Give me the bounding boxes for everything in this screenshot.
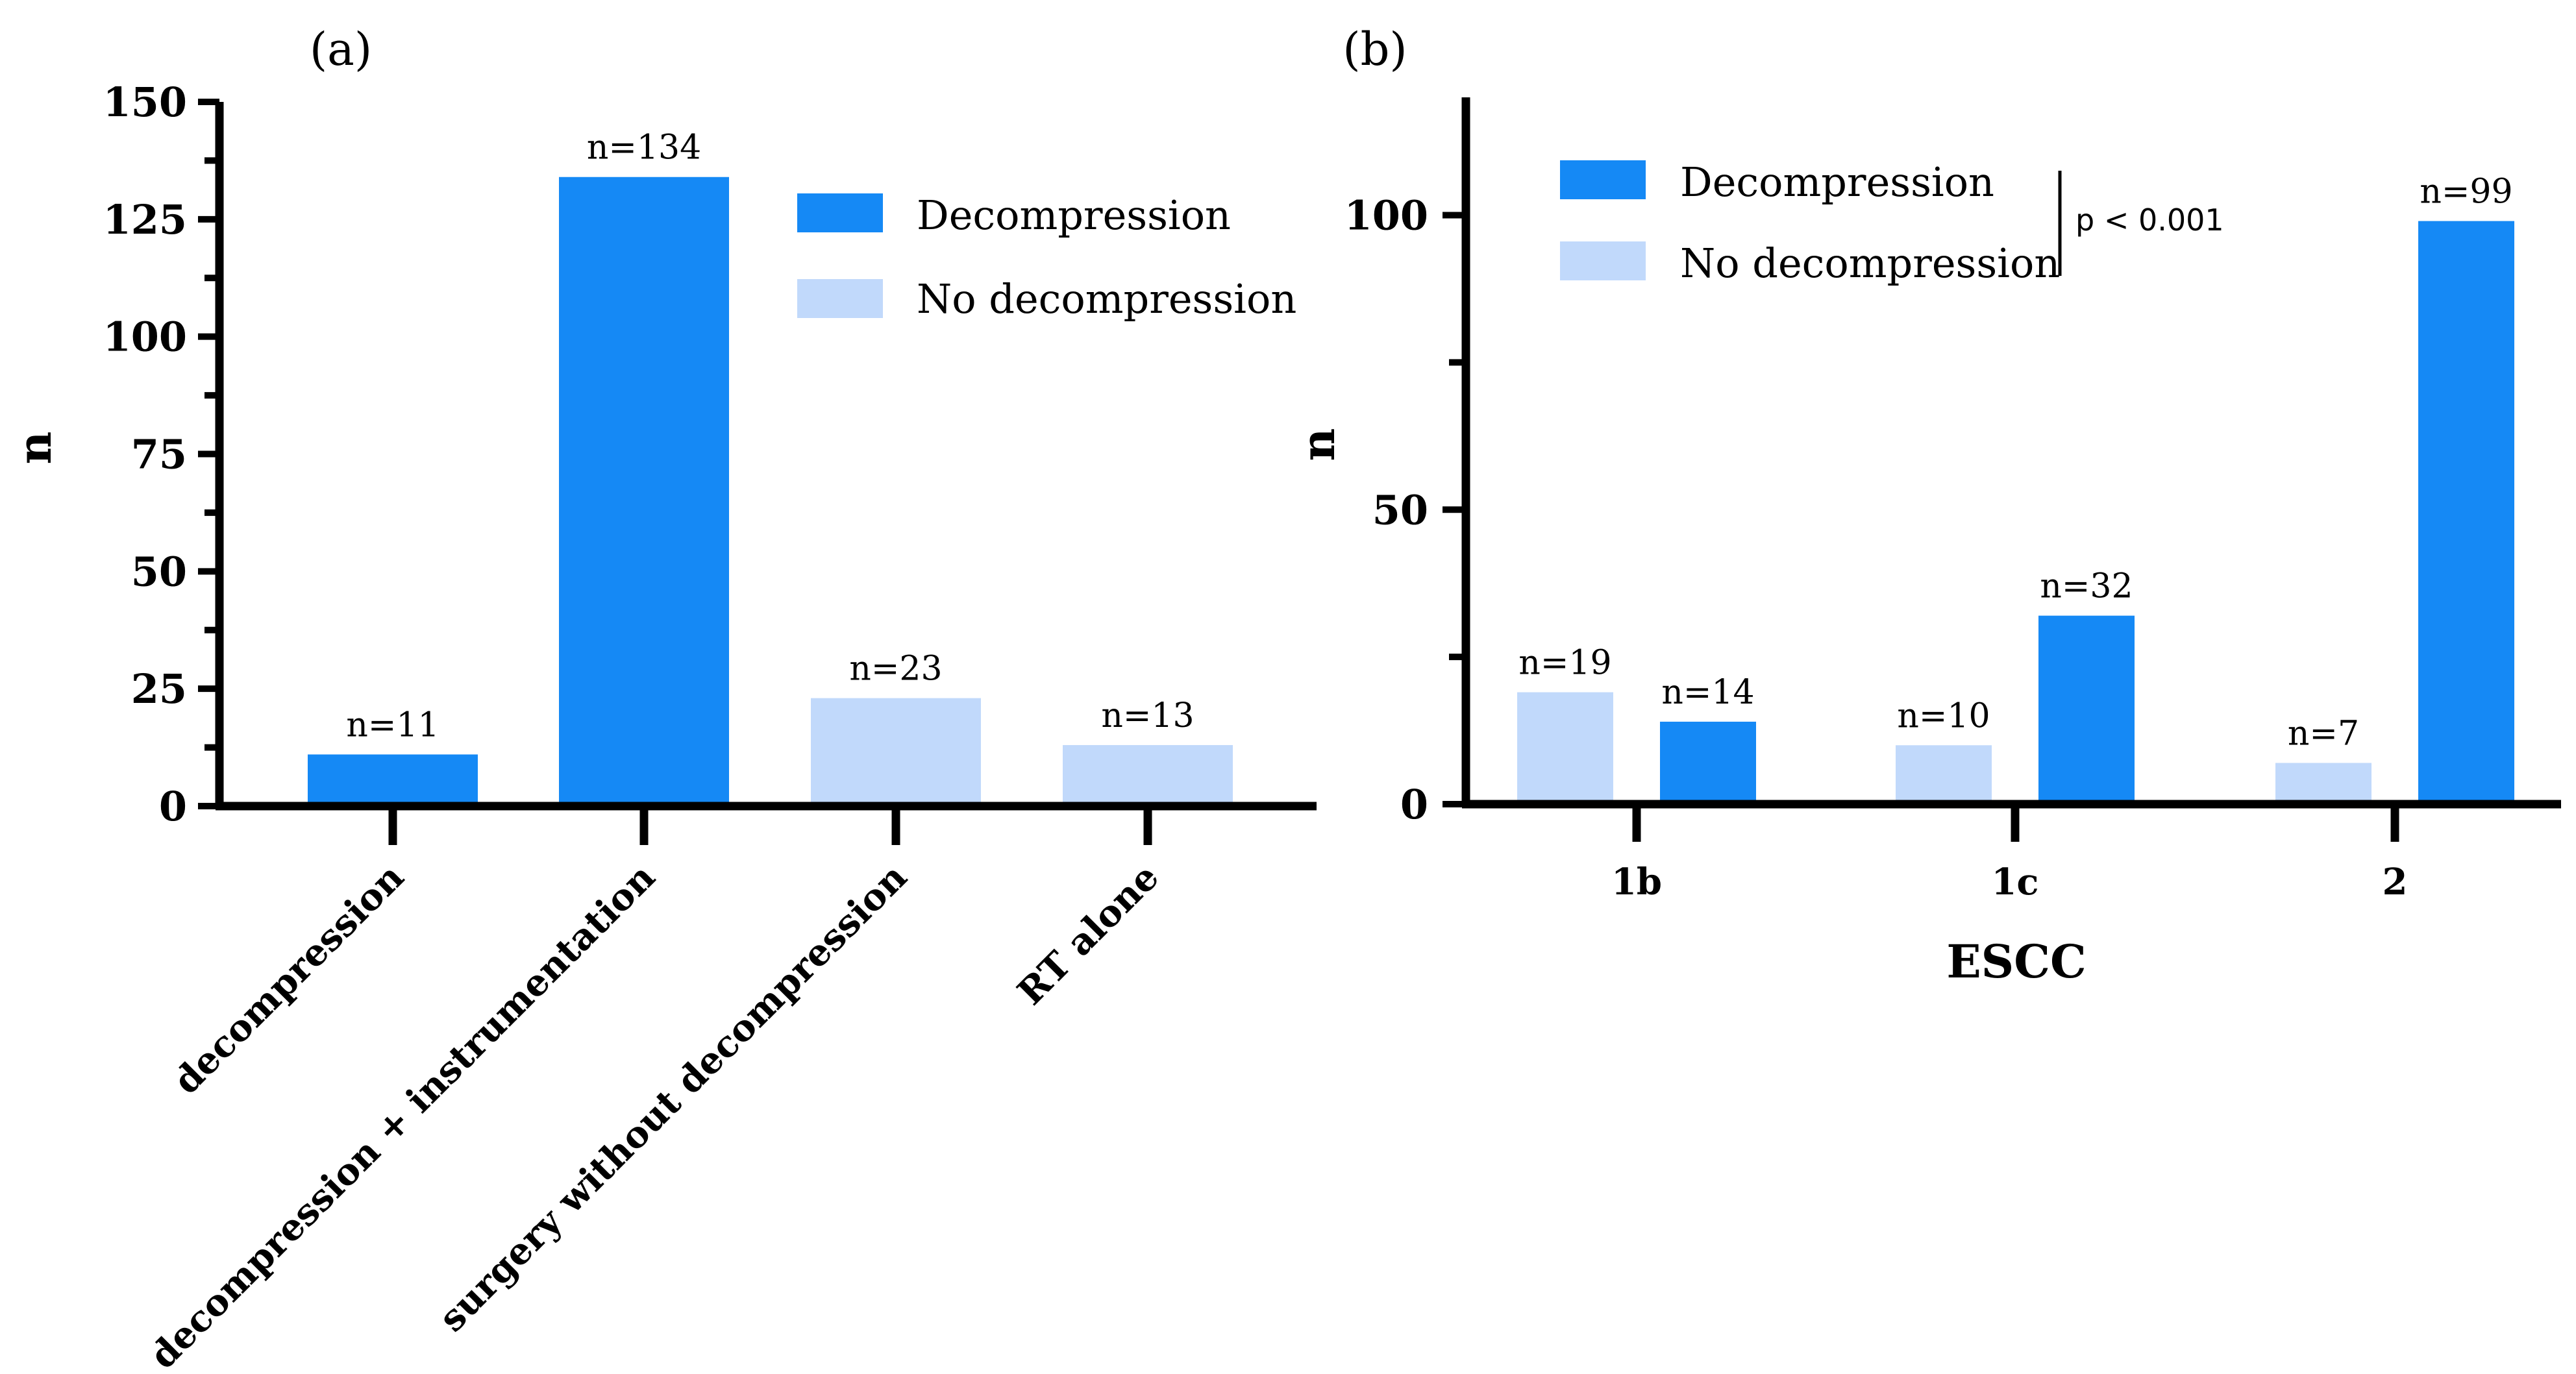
bar-a-rt-alone: [1063, 744, 1233, 806]
y-tick-label-a: 50: [131, 548, 187, 595]
bar-a-decompression-instrumentation: [559, 177, 729, 806]
panel-b-label: (b): [1343, 23, 1407, 76]
panel-a-legend: Decompression No decompression: [797, 191, 1296, 323]
legend-a-swatch-decompression: [797, 193, 883, 232]
x-tick-label-b-1b: 1b: [1611, 861, 1662, 903]
panel-b-legend: Decompression No decompression p < 0.001: [1560, 158, 2224, 287]
data-label-a-surgery-without-decompression: n=23: [849, 650, 942, 689]
x-tick-label-a-rt-alone: RT alone: [1009, 855, 1167, 1013]
bar-a-surgery-without-decompression: [811, 698, 981, 806]
legend-a-label-decompression: Decompression: [917, 191, 1231, 239]
panel-a-bars: [308, 177, 1233, 806]
y-tick-label-a: 100: [103, 313, 187, 361]
data-label-b-decompression-1c: n=32: [2040, 567, 2133, 606]
x-tick-label-a-decompression: decompression: [165, 855, 412, 1103]
x-tick-label-b-1c: 1c: [1991, 861, 2038, 903]
y-tick-label-b: 100: [1344, 192, 1428, 239]
bar-a-decompression: [308, 754, 478, 806]
panel-a-y-axis-title: n: [8, 432, 62, 465]
bar-b-decompression-1c: [2038, 615, 2135, 804]
panel-b-x-ticks: 1b 1c 2: [1611, 804, 2408, 903]
legend-b-label-no-decompression: No decompression: [1680, 239, 2060, 287]
data-label-b-no-decompression-1b: n=19: [1518, 644, 1611, 683]
legend-b-swatch-no-decompression: [1560, 241, 1646, 280]
panel-b-y-ticks: 0 50 100: [1344, 192, 1466, 828]
y-tick-label-a: 150: [103, 79, 187, 126]
y-tick-label-b: 50: [1372, 486, 1428, 534]
x-tick-label-a-surgery-without-decompression: surgery without decompression: [430, 855, 915, 1340]
panel-b: (b) n ESCC n=19 n=10 n=7 n=14 n=32 n=99 0 50 10…: [1291, 23, 2561, 988]
legend-b-swatch-decompression: [1560, 160, 1646, 199]
panel-a: (a) n n=11 n=134 n=23 n=13 0 25 50 75 100 125 150…: [8, 23, 1317, 1374]
panel-b-bars: [1517, 221, 2514, 804]
data-label-a-decompression: n=11: [346, 705, 439, 744]
y-tick-label-a: 0: [159, 783, 187, 830]
legend-a-label-no-decompression: No decompression: [917, 275, 1296, 323]
bar-b-no-decompression-1c: [1896, 745, 1992, 804]
data-label-b-no-decompression-1c: n=10: [1897, 696, 1990, 735]
legend-a-swatch-no-decompression: [797, 279, 883, 318]
data-label-b-decompression-2: n=99: [2420, 173, 2512, 212]
panel-a-y-ticks: 0 25 50 75 100 125 150: [103, 79, 219, 830]
data-label-b-decompression-1b: n=14: [1661, 673, 1754, 712]
x-tick-label-b-2: 2: [2383, 861, 2408, 903]
data-label-a-rt-alone: n=13: [1101, 696, 1194, 735]
bar-b-no-decompression-2: [2275, 763, 2372, 804]
p-value-annotation: p < 0.001: [2075, 202, 2224, 238]
legend-b-label-decompression: Decompression: [1680, 158, 1994, 206]
panel-b-x-axis-title: ESCC: [1946, 935, 2086, 988]
x-tick-label-a-decompression-instrumentation: decompression + instrumentation: [142, 855, 663, 1374]
bar-b-no-decompression-1b: [1517, 692, 1613, 804]
panel-b-y-axis-title: n: [1291, 428, 1345, 461]
y-tick-label-a: 125: [103, 196, 187, 243]
panel-a-data-labels: n=11 n=134 n=23 n=13: [346, 129, 1194, 745]
y-tick-label-b: 0: [1400, 781, 1428, 828]
data-label-b-no-decompression-2: n=7: [2288, 714, 2359, 753]
y-tick-label-a: 75: [131, 431, 187, 478]
bar-b-decompression-2: [2418, 221, 2514, 804]
panel-a-label: (a): [310, 23, 372, 76]
panel-b-data-labels: n=19 n=10 n=7 n=14 n=32 n=99: [1518, 173, 2512, 754]
y-tick-label-a: 25: [131, 665, 187, 713]
bar-b-decompression-1b: [1660, 721, 1756, 804]
data-label-a-decompression-instrumentation: n=134: [587, 129, 701, 167]
